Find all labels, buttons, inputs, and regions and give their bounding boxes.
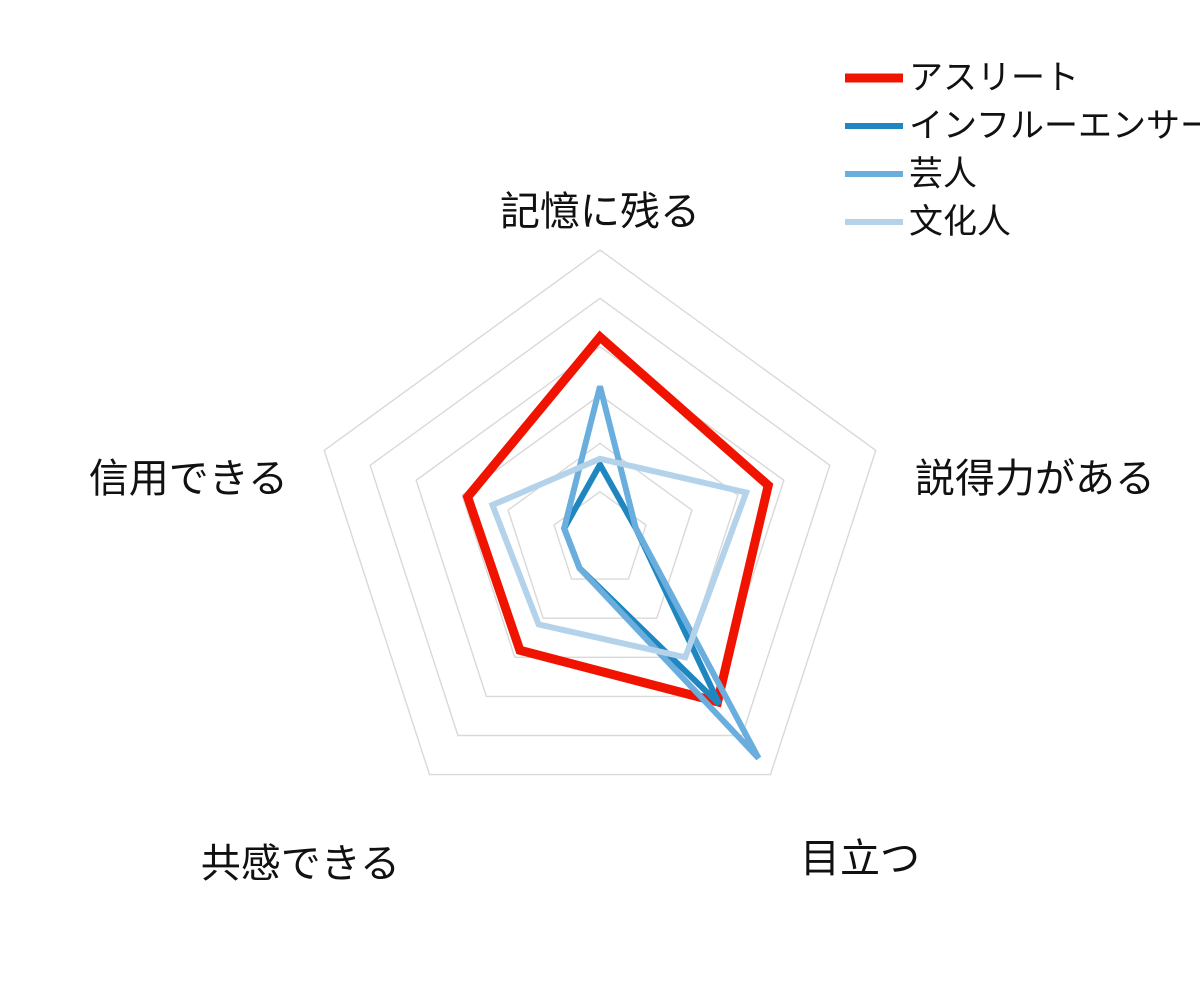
axis-label-2: 目立つ	[800, 837, 920, 881]
legend-label-3[interactable]: 文化人	[909, 203, 1011, 241]
series-polygon-3	[488, 455, 751, 661]
legend-label-2[interactable]: 芸人	[909, 155, 977, 193]
axis-label-3: 共感できる	[201, 842, 400, 886]
grid-ring	[553, 490, 647, 580]
series-polygon-1	[560, 458, 723, 707]
radar-grid	[323, 249, 877, 776]
grid-ring	[369, 297, 831, 737]
axis-label-1: 説得力がある	[915, 457, 1155, 501]
grid-ring	[415, 345, 785, 698]
grid-ring	[507, 442, 693, 619]
series-polygon-0	[462, 330, 774, 708]
legend-label-1[interactable]: インフルーエンサー	[909, 107, 1200, 145]
legend-label-0[interactable]: アスリート	[909, 59, 1079, 97]
axis-label-0: 記憶に残る	[500, 190, 700, 234]
grid-ring	[323, 249, 877, 776]
series-polygon-2	[561, 385, 762, 761]
radar-series-group	[462, 330, 774, 761]
axis-label-4: 信用できる	[89, 457, 288, 501]
